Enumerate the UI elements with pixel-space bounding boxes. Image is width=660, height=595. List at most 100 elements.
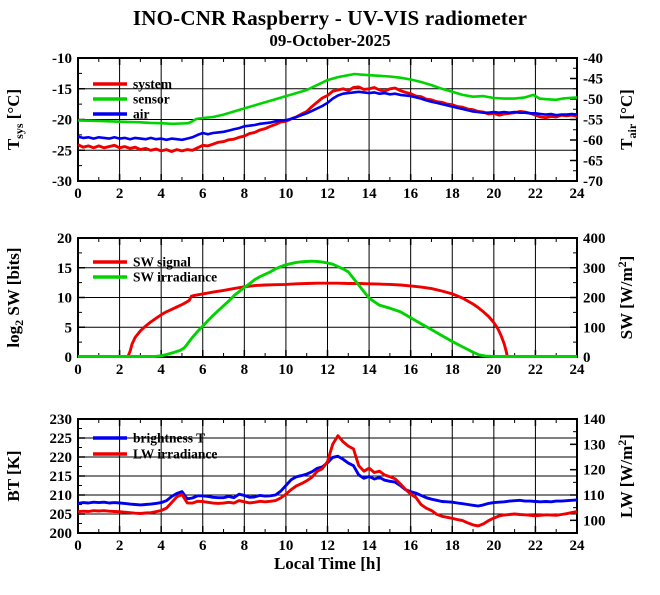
x-tick-label: 22 — [528, 538, 543, 554]
right-tick-label: 130 — [583, 437, 606, 453]
x-tick-label: 16 — [403, 538, 419, 554]
x-tick-label: 22 — [528, 186, 543, 202]
x-tick-label: 18 — [445, 362, 460, 378]
left-tick-label: -10 — [52, 51, 72, 67]
left-tick-label: 215 — [50, 469, 73, 485]
x-tick-label: 6 — [199, 538, 207, 554]
series-group — [77, 434, 578, 528]
plot-longwave: 0 2 4 6 8 10 12 14 16 18 20 22 242302252202152102052… — [4, 412, 636, 573]
x-tick-label: 2 — [116, 538, 124, 554]
left-tick-label: 225 — [50, 431, 73, 447]
x-tick-label: 6 — [199, 362, 207, 378]
x-tick-label: 12 — [320, 186, 335, 202]
x-tick-label: 20 — [486, 538, 501, 554]
right-tick-label: 0 — [583, 350, 591, 366]
x-axis-title: Local Time [h] — [274, 554, 381, 573]
x-tick-label: 4 — [157, 186, 165, 202]
left-tick-label: -25 — [52, 143, 72, 159]
legend-label-sensor: sensor — [133, 92, 170, 107]
left-tick-label: 220 — [50, 450, 73, 466]
x-tick-label: 2 — [116, 186, 124, 202]
ticks — [77, 418, 578, 534]
x-tick-label: 14 — [362, 538, 378, 554]
x-tick-label: 10 — [278, 362, 293, 378]
legend-label-system: system — [133, 77, 173, 92]
x-tick-label: 10 — [278, 538, 293, 554]
left-tick-label: 15 — [57, 261, 72, 277]
legend-label-sw-signal: SW signal — [133, 255, 191, 270]
series-sw-signal — [78, 281, 577, 359]
plot-temperature: 0 2 4 6 8 10 12 14 16 18 20 22 24-10-15-20-25-30-40-… — [4, 51, 639, 202]
series-group — [77, 72, 578, 153]
x-tick-label: 22 — [528, 362, 543, 378]
right-tick-label: -60 — [583, 133, 603, 149]
left-tick-label: 0 — [65, 350, 73, 366]
series-sw-irradiance — [78, 259, 577, 358]
chart-subtitle: 09-October-2025 — [269, 31, 391, 50]
right-tick-label: -40 — [583, 51, 603, 67]
x-tick-label: 0 — [74, 362, 82, 378]
x-tick-label: 20 — [486, 362, 501, 378]
right-tick-label: -70 — [583, 174, 603, 190]
x-tick-label: 0 — [74, 186, 82, 202]
grid — [78, 58, 577, 181]
right-axis-title: LW [W/m2​] — [615, 434, 636, 518]
x-tick-label: 12 — [320, 362, 335, 378]
left-tick-label: -15 — [52, 82, 72, 98]
x-tick-label: 14 — [362, 186, 378, 202]
right-tick-label: 120 — [583, 463, 606, 479]
tick-labels: 0 2 4 6 8 10 12 14 16 18 20 22 24-10-15-20-25-30-40-… — [52, 51, 603, 202]
right-axis-title: SW [W/m2​] — [615, 256, 636, 340]
x-tick-label: 4 — [157, 538, 165, 554]
x-tick-label: 8 — [241, 362, 249, 378]
x-tick-label: 20 — [486, 186, 501, 202]
legend-label-brightness-t: brightness T — [133, 431, 205, 446]
right-tick-label: -65 — [583, 154, 603, 170]
right-tick-label: 100 — [583, 320, 606, 336]
x-tick-label: 2 — [116, 362, 124, 378]
left-axis-title: BT [K] — [4, 450, 23, 501]
x-tick-label: 16 — [403, 362, 419, 378]
tick-labels: 0 2 4 6 8 10 12 14 16 18 20 22 242302252202152102052… — [50, 412, 606, 554]
left-tick-label: -30 — [52, 174, 72, 190]
x-tick-label: 24 — [570, 186, 586, 202]
right-tick-label: 110 — [583, 488, 605, 504]
tick-labels: 0 2 4 6 8 10 12 14 16 18 20 22 240510152001002003004… — [57, 231, 606, 378]
x-tick-label: 16 — [403, 186, 419, 202]
left-tick-label: 210 — [50, 488, 73, 504]
right-tick-label: -55 — [583, 113, 603, 129]
left-tick-label: 230 — [50, 412, 73, 428]
left-tick-label: -20 — [52, 113, 72, 129]
left-axis-title: Tsys​ [°C] — [4, 89, 26, 150]
x-tick-label: 10 — [278, 186, 293, 202]
x-tick-label: 8 — [241, 186, 249, 202]
plot-shortwave: 0 2 4 6 8 10 12 14 16 18 20 22 240510152001002003004… — [4, 231, 636, 378]
legend: brightness TLW irradiance — [93, 431, 217, 462]
left-axis-title: log2​ SW [bits] — [4, 247, 26, 347]
series-air — [77, 90, 578, 142]
chart-title: INO-CNR Raspberry - UV-VIS radiometer — [132, 6, 528, 30]
x-tick-label: 0 — [74, 538, 82, 554]
left-tick-label: 5 — [65, 320, 73, 336]
right-tick-label: 200 — [583, 291, 606, 307]
x-tick-label: 24 — [570, 538, 586, 554]
right-tick-label: -45 — [583, 72, 603, 88]
x-tick-label: 18 — [445, 186, 460, 202]
x-tick-label: 18 — [445, 538, 460, 554]
x-tick-label: 8 — [241, 538, 249, 554]
x-tick-label: 4 — [157, 362, 165, 378]
series-sensor — [77, 72, 578, 126]
right-axis-title: Tair​ [°C] — [617, 89, 639, 150]
legend-label-lw-irradiance: LW irradiance — [133, 447, 217, 462]
left-tick-label: 20 — [57, 231, 72, 247]
grid — [78, 238, 577, 357]
legend-label-air: air — [133, 107, 150, 122]
x-tick-label: 24 — [570, 362, 586, 378]
series-lw-irradiance — [77, 434, 578, 528]
right-tick-label: 100 — [583, 513, 606, 529]
right-tick-label: 400 — [583, 231, 606, 247]
left-tick-label: 200 — [50, 526, 73, 542]
